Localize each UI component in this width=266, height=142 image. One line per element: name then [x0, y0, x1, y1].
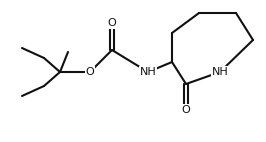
Text: NH: NH	[140, 67, 156, 77]
Text: O: O	[86, 67, 94, 77]
Text: NH: NH	[212, 67, 228, 77]
Text: O: O	[182, 105, 190, 115]
Text: O: O	[108, 18, 117, 28]
